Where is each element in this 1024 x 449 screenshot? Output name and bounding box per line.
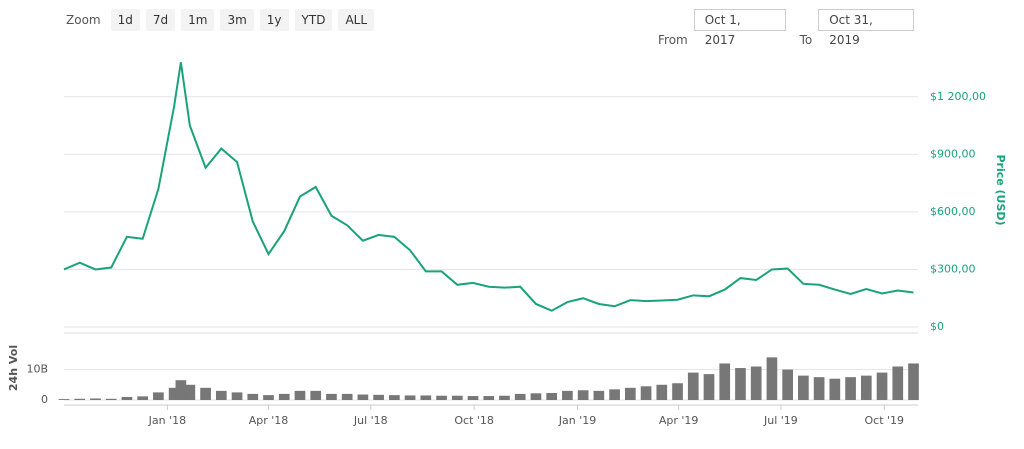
from-label: From [658, 33, 688, 47]
volume-bar [703, 374, 715, 400]
volume-bar [813, 377, 825, 400]
zoom-button[interactable]: 3m [220, 9, 254, 31]
volume-bar [562, 390, 573, 400]
volume-bar [105, 398, 117, 400]
volume-bar [200, 387, 211, 400]
x-tick-label: Jul '18 [353, 414, 388, 427]
volume-bar [74, 398, 86, 400]
y-axis-title: Price (USD) [994, 154, 1007, 225]
zoom-button[interactable]: ALL [338, 9, 375, 31]
volume-bar [719, 363, 731, 400]
volume-bar [860, 375, 872, 400]
volume-bar [750, 366, 762, 400]
y-tick-label: $300,00 [930, 262, 976, 275]
volume-bar [90, 398, 101, 400]
volume-bar [404, 395, 416, 400]
x-tick-label: Jan '18 [148, 414, 186, 427]
to-input[interactable]: Oct 31, 2019 [818, 9, 915, 47]
from-input[interactable]: Oct 1, 2017 [693, 9, 786, 47]
y-tick-label: $0 [930, 320, 944, 333]
volume-bar [184, 384, 196, 400]
zoom-button[interactable]: 1d [110, 9, 140, 31]
volume-bar [829, 378, 841, 400]
y2-tick-label: 10B [26, 363, 48, 376]
volume-bar [389, 395, 400, 400]
volume-bar [247, 393, 259, 400]
volume-bar [514, 393, 526, 400]
x-tick-label: Apr '19 [659, 414, 699, 427]
volume-bar [121, 396, 133, 400]
volume-bar [735, 368, 746, 400]
y2-tick-label: 0 [41, 393, 48, 406]
volume-bar [530, 393, 542, 400]
volume-bar [326, 393, 337, 400]
volume-bar [593, 390, 605, 400]
volume-bar [798, 375, 809, 400]
volume-bar [436, 395, 447, 400]
y-tick-label: $900,00 [930, 147, 976, 160]
y-tick-label: $1 200,00 [930, 90, 986, 103]
x-tick-label: Oct '19 [865, 414, 905, 427]
volume-bar [609, 389, 620, 400]
zoom-button[interactable]: 7d [145, 9, 176, 31]
volume-bar [231, 392, 243, 400]
range-bar: From Oct 1, 2017 To Oct 31, 2019 [658, 9, 915, 47]
volume-bar [687, 372, 699, 400]
volume-bar [263, 395, 274, 400]
volume-bar [672, 383, 683, 400]
x-tick-label: Jan '19 [558, 414, 596, 427]
volume-bar [577, 390, 589, 400]
x-tick-label: Oct '18 [454, 414, 494, 427]
volume-bar [373, 394, 384, 400]
zoom-button[interactable]: 1m [181, 9, 215, 31]
y2-axis-title: 24h Vol [7, 345, 20, 391]
volume-bar [175, 380, 187, 400]
volume-bar [546, 392, 558, 400]
volume-bar [483, 396, 495, 400]
zoom-label: Zoom [66, 13, 101, 27]
volume-bar [168, 387, 180, 400]
volume-bar [137, 396, 148, 400]
volume-bar [294, 390, 306, 400]
price-line [63, 62, 914, 312]
volume-bar [845, 377, 856, 400]
volume-bar [451, 395, 463, 400]
zoom-button[interactable]: 1y [259, 9, 289, 31]
volume-bar [341, 393, 353, 400]
volume-bar [656, 384, 668, 400]
volume-bar [908, 363, 919, 400]
volume-bar [624, 387, 636, 400]
volume-bar [357, 394, 369, 400]
to-label: To [799, 33, 813, 47]
x-tick-label: Jul '19 [763, 414, 798, 427]
zoom-bar: Zoom 1d 7d 1m 3m 1y YTD ALL [66, 9, 380, 31]
volume-bar [766, 357, 778, 400]
volume-bar [640, 386, 652, 400]
volume-bar [876, 372, 888, 400]
x-tick-label: Apr '18 [249, 414, 289, 427]
volume-bar [215, 390, 227, 400]
y-tick-label: $600,00 [930, 205, 976, 218]
volume-bar [499, 395, 510, 400]
volume-bar [58, 399, 70, 400]
volume-bar [782, 369, 793, 400]
volume-bar [467, 396, 479, 400]
volume-bar [892, 366, 904, 400]
volume-bar [310, 390, 322, 400]
volume-bar [153, 392, 164, 400]
zoom-button[interactable]: YTD [294, 9, 333, 31]
volume-bar [278, 393, 290, 400]
volume-bar [420, 395, 432, 400]
